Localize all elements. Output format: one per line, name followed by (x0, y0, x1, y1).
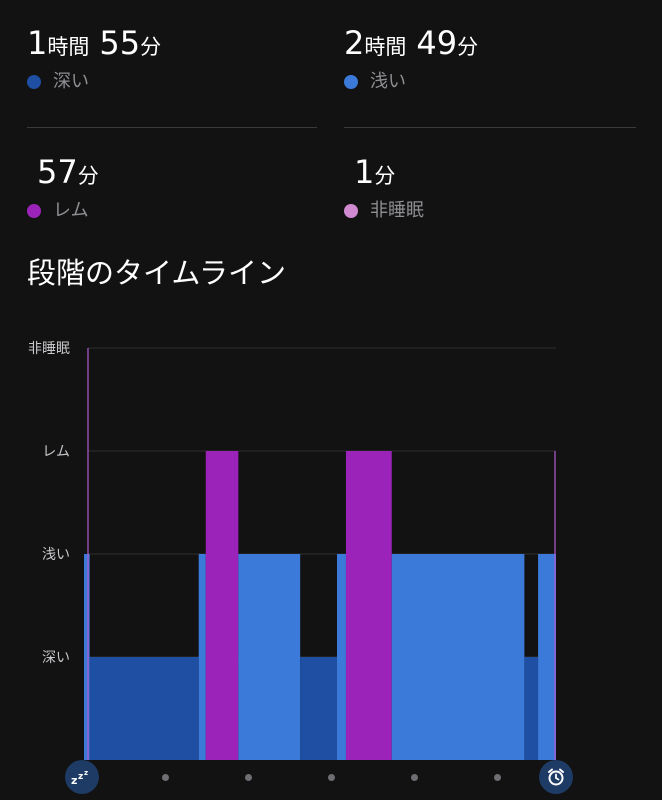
stage-segment-5 (238, 554, 301, 760)
stage-segment-4 (205, 451, 239, 760)
pager-dot-5 (494, 774, 501, 781)
pager-dot-4 (411, 774, 418, 781)
light-color-dot (344, 75, 358, 89)
stage-segment-8 (345, 451, 392, 760)
stage-segment-3 (198, 554, 206, 760)
alarm-clock-icon (548, 768, 564, 786)
pager-dot-2 (245, 774, 252, 781)
stat-awake-label: 非睡眠 (370, 200, 424, 221)
stat-light-minutes-unit: 分 (457, 35, 479, 59)
stat-deep-value: 1 時間 55 分 (27, 27, 161, 59)
stage-segment-6 (300, 657, 337, 760)
stat-light-hours: 2 (344, 24, 365, 62)
stage-segment-1 (84, 554, 90, 760)
divider-left (27, 127, 317, 128)
stage-segment-11 (538, 554, 556, 760)
stat-deep-label: 深い (53, 71, 89, 92)
stat-rem-legend: レム (27, 202, 99, 220)
stat-light-minutes: 49 (416, 24, 458, 62)
chart-segments (84, 348, 556, 760)
pager-dot-3 (328, 774, 335, 781)
stat-light-hours-unit: 時間 (364, 35, 407, 59)
stat-awake-value: 1 分 (344, 156, 424, 188)
sleep-zzz-icon: z z z (71, 769, 88, 786)
stat-awake-legend: 非睡眠 (344, 202, 424, 220)
svg-text:z: z (84, 769, 88, 777)
stat-rem-value: 57 分 (27, 156, 99, 188)
stage-segment-2 (89, 657, 199, 760)
stat-rem-minutes-unit: 分 (77, 164, 99, 188)
stage-segment-9 (391, 554, 525, 760)
svg-text:z: z (71, 774, 77, 786)
stat-deep-minutes-unit: 分 (140, 35, 162, 59)
stat-awake-minutes: 1 (354, 153, 375, 191)
svg-text:z: z (78, 772, 83, 782)
sleep-start-marker[interactable]: z z z (65, 760, 99, 794)
stat-light-value: 2 時間 49 分 (344, 27, 478, 59)
stat-deep-hours: 1 (27, 24, 48, 62)
divider-right (344, 127, 636, 128)
stat-rem: 57 分 レム (27, 156, 99, 220)
wake-end-marker[interactable] (539, 760, 573, 794)
awake-color-dot (344, 204, 358, 218)
stat-light: 2 時間 49 分 浅い (344, 27, 478, 91)
stat-deep-legend: 深い (27, 73, 161, 91)
stat-light-label: 浅い (370, 71, 406, 92)
y-tick-label-1: 非睡眠 (28, 341, 70, 357)
stat-deep: 1 時間 55 分 深い (27, 27, 161, 91)
stat-rem-minutes: 57 (37, 153, 78, 191)
stage-segment-7 (336, 554, 346, 760)
stat-light-legend: 浅い (344, 73, 478, 91)
rem-color-dot (27, 204, 41, 218)
deep-color-dot (27, 75, 41, 89)
stage-segment-10 (524, 657, 539, 760)
stat-deep-hours-unit: 時間 (47, 35, 90, 59)
stat-rem-label: レム (53, 200, 89, 221)
y-tick-label-4: 深い (42, 650, 70, 666)
pager-dot-1 (162, 774, 169, 781)
y-tick-label-3: 浅い (42, 547, 70, 563)
stat-awake-minutes-unit: 分 (374, 164, 396, 188)
stat-awake: 1 分 非睡眠 (344, 156, 424, 220)
y-tick-label-2: レム (42, 444, 70, 460)
stat-deep-minutes: 55 (99, 24, 141, 62)
timeline-title: 段階のタイムライン (27, 256, 286, 290)
